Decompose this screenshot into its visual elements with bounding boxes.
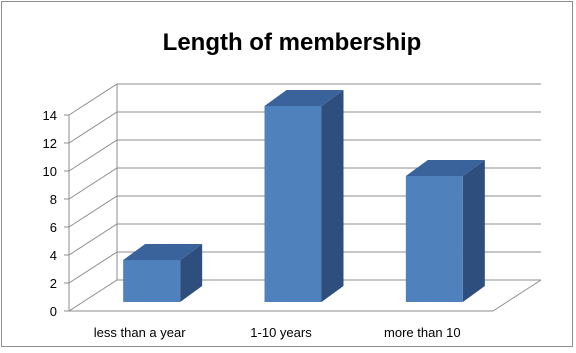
bar-side — [462, 160, 485, 302]
y-tick-label: 6 — [50, 220, 57, 235]
bar — [405, 176, 463, 302]
chart-title: Length of membership — [163, 29, 422, 56]
y-tick-label: 2 — [50, 276, 57, 291]
y-tick-label: 14 — [43, 108, 57, 123]
x-tick-label: less than a year — [94, 325, 186, 340]
y-tick-label: 0 — [50, 304, 57, 319]
chart-area: Length of membership 0 2 4 6 8 10 12 14 less tha… — [1, 1, 573, 347]
bar — [123, 260, 181, 302]
bar-side — [321, 90, 344, 302]
y-tick-label: 10 — [43, 164, 57, 179]
bar — [264, 106, 322, 302]
bar-top — [123, 244, 203, 260]
y-tick-label: 8 — [50, 192, 57, 207]
bar-side — [180, 244, 203, 302]
axis-layer — [64, 114, 493, 312]
chart-svg: Length of membership 0 2 4 6 8 10 12 14 less tha… — [43, 29, 542, 340]
y-tick-label: 4 — [50, 248, 57, 263]
bar-top — [264, 90, 344, 106]
label-layer: 0 2 4 6 8 10 12 14 less than a year 1-10 years mor… — [43, 108, 461, 340]
bar-top — [405, 160, 485, 176]
y-tick-label: 12 — [43, 136, 57, 151]
floor-right-edge — [492, 279, 542, 312]
bar-layer — [123, 90, 485, 302]
x-tick-label: more than 10 — [384, 325, 461, 340]
grid-layer — [68, 83, 542, 312]
x-tick-label: 1-10 years — [250, 325, 312, 340]
